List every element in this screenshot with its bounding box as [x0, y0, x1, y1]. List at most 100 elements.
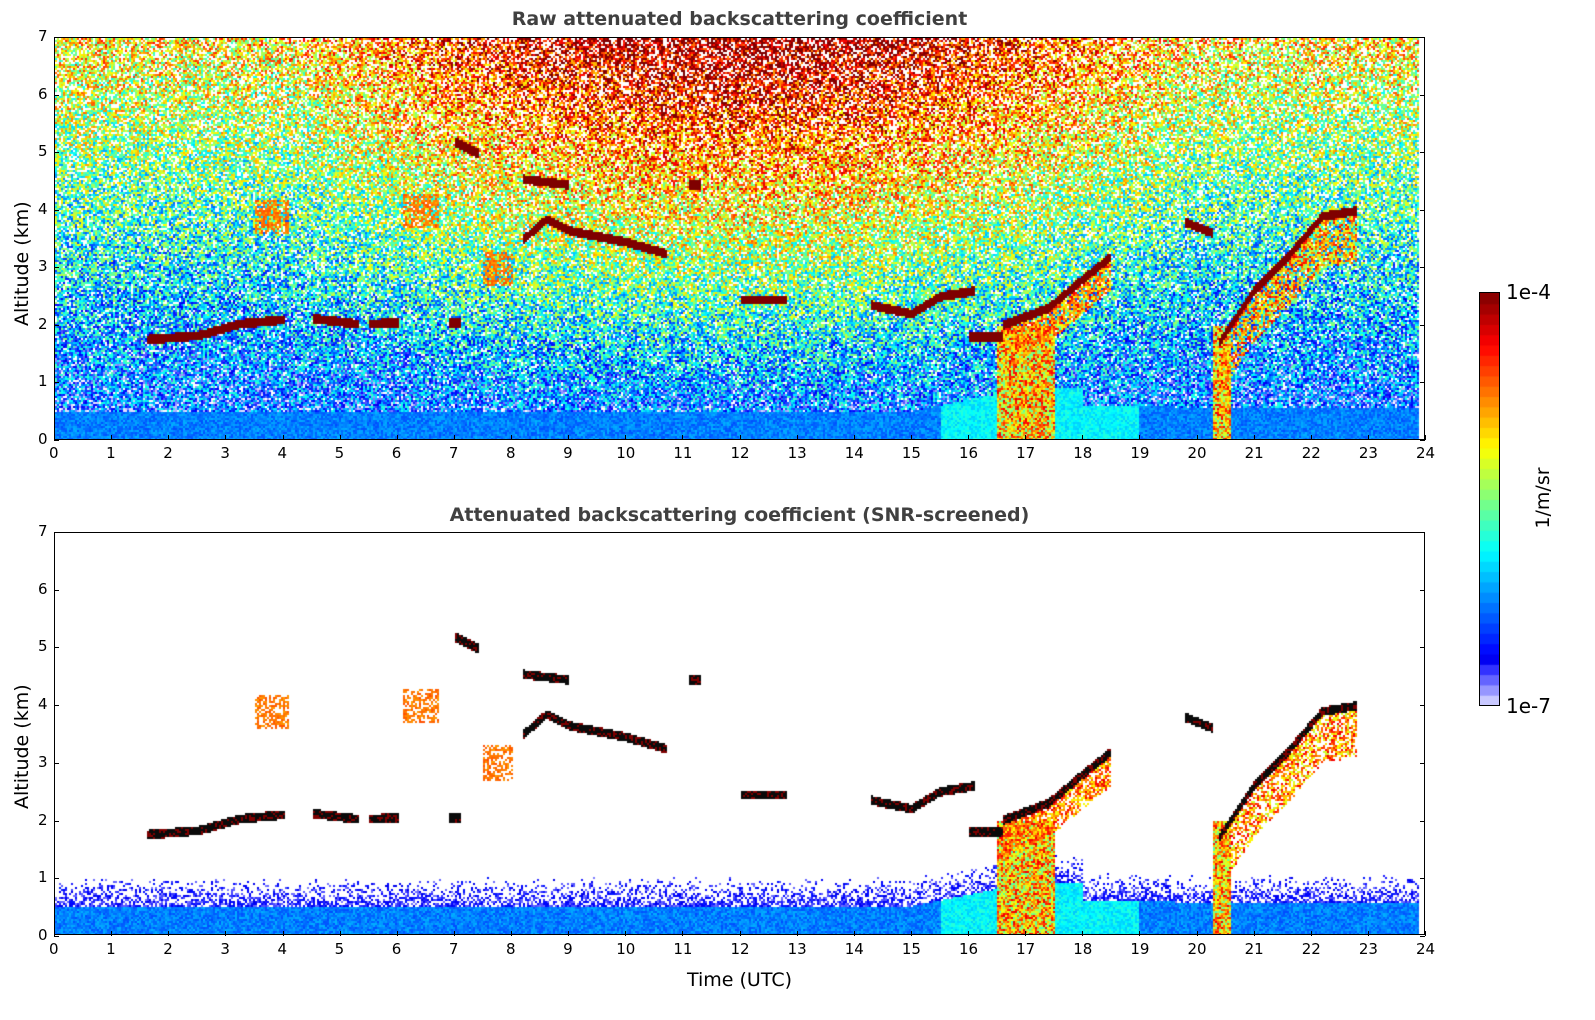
x-tick-label: 8 — [506, 940, 516, 958]
colorbar-unit-label: 1/m/sr — [1532, 467, 1554, 529]
raw-heatmap-image — [55, 38, 1424, 439]
y-axis-label-raw: Altitude (km) — [11, 201, 33, 326]
x-tick-label: 13 — [787, 940, 807, 958]
x-tick-mark — [853, 435, 855, 440]
y-tick-mark — [54, 762, 59, 764]
y-tick-mark — [54, 589, 59, 591]
x-tick-label: 22 — [1301, 940, 1321, 958]
x-tick-label: 10 — [616, 940, 636, 958]
x-tick-label: 8 — [506, 444, 516, 462]
colorbar-gradient — [1480, 293, 1499, 705]
y-tick-mark — [54, 37, 59, 38]
x-tick-mark — [739, 931, 741, 936]
y-tick-label: 6 — [38, 579, 48, 598]
x-tick-mark — [739, 435, 741, 440]
y-tick-mark — [1420, 936, 1425, 937]
x-tick-label: 6 — [391, 444, 402, 462]
y-tick-label: 5 — [38, 142, 48, 161]
x-tick-label: 2 — [163, 444, 173, 462]
x-tick-mark — [625, 435, 627, 440]
y-tick-mark — [1420, 267, 1425, 269]
x-tick-mark — [1139, 435, 1141, 440]
x-tick-mark — [511, 931, 512, 936]
x-tick-mark — [1196, 435, 1198, 440]
x-tick-label: 2 — [163, 940, 173, 958]
x-tick-mark — [168, 435, 170, 440]
y-tick-mark — [1420, 532, 1425, 533]
x-tick-label: 20 — [1187, 444, 1207, 462]
x-tick-label: 5 — [334, 444, 345, 462]
y-tick-label: 3 — [38, 752, 48, 771]
y-tick-mark — [1420, 762, 1425, 764]
y-tick-mark — [54, 94, 59, 96]
y-tick-mark — [1420, 324, 1425, 326]
y-tick-label: 0 — [38, 926, 48, 944]
x-tick-label: 24 — [1416, 940, 1436, 958]
x-tick-label: 18 — [1073, 444, 1093, 462]
y-tick-label: 4 — [38, 199, 48, 218]
y-tick-mark — [54, 440, 59, 441]
x-tick-label: 14 — [844, 940, 864, 958]
x-tick-mark — [910, 435, 912, 440]
x-tick-mark — [282, 931, 284, 936]
x-tick-mark — [910, 931, 912, 936]
y-tick-mark — [54, 878, 59, 880]
y-tick-label: 7 — [38, 522, 48, 540]
x-tick-label: 24 — [1416, 444, 1436, 462]
x-tick-label: 7 — [448, 444, 459, 462]
x-tick-mark — [1082, 435, 1084, 440]
x-tick-label: 7 — [448, 940, 459, 958]
x-tick-mark — [1425, 435, 1426, 440]
y-tick-mark — [54, 532, 59, 533]
y-tick-mark — [1420, 382, 1425, 384]
x-tick-mark — [396, 435, 398, 440]
x-tick-label: 12 — [730, 444, 750, 462]
y-tick-mark — [1420, 820, 1425, 822]
x-tick-mark — [511, 435, 512, 440]
x-tick-mark — [225, 435, 227, 440]
x-tick-mark — [682, 435, 684, 440]
x-tick-label: 5 — [334, 940, 345, 958]
chart-title-raw: Raw attenuated backscattering coefficien… — [511, 8, 968, 30]
y-tick-mark — [1420, 878, 1425, 880]
x-tick-label: 18 — [1073, 940, 1093, 958]
x-tick-label: 1 — [106, 444, 116, 462]
y-tick-label: 7 — [38, 27, 48, 45]
y-tick-mark — [1420, 94, 1425, 96]
y-tick-mark — [1420, 152, 1425, 154]
x-tick-mark — [1025, 931, 1027, 936]
x-tick-label: 21 — [1244, 940, 1264, 958]
y-tick-mark — [54, 820, 59, 822]
x-tick-mark — [339, 435, 341, 440]
x-tick-label: 6 — [391, 940, 402, 958]
colorbar — [1479, 292, 1500, 706]
x-tick-mark — [625, 931, 627, 936]
x-tick-mark — [339, 931, 341, 936]
y-tick-mark — [54, 936, 59, 937]
x-tick-label: 0 — [49, 940, 59, 958]
x-tick-mark — [1196, 931, 1198, 936]
y-tick-mark — [54, 267, 59, 269]
x-tick-label: 3 — [220, 940, 230, 958]
x-tick-mark — [1310, 931, 1312, 936]
x-tick-mark — [796, 931, 798, 936]
x-tick-mark — [568, 931, 570, 936]
x-tick-label: 12 — [730, 940, 750, 958]
x-tick-mark — [225, 931, 227, 936]
x-tick-label: 0 — [49, 444, 59, 462]
x-tick-mark — [111, 435, 113, 440]
colorbar-min-label: 1e-7 — [1506, 694, 1551, 718]
x-tick-mark — [111, 931, 113, 936]
y-tick-label: 3 — [38, 257, 48, 276]
x-tick-mark — [168, 931, 170, 936]
x-tick-mark — [968, 435, 969, 440]
x-tick-label: 15 — [901, 444, 921, 462]
x-tick-label: 1 — [106, 940, 116, 958]
x-tick-label: 4 — [277, 444, 288, 462]
raw-heatmap-plot — [54, 37, 1425, 440]
x-tick-label: 17 — [1016, 940, 1036, 958]
screened-heatmap-image — [55, 533, 1424, 934]
y-tick-label: 4 — [38, 695, 48, 714]
x-tick-label: 17 — [1016, 444, 1036, 462]
x-tick-mark — [54, 435, 55, 440]
